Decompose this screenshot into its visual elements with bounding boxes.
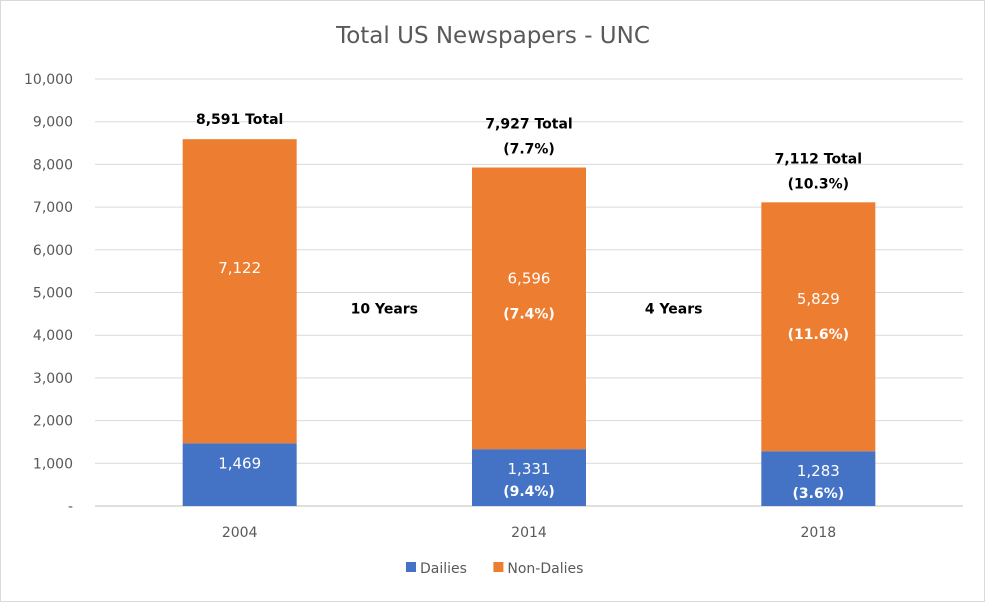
y-tick-label: 3,000 (33, 371, 73, 387)
y-tick-label: 1,000 (33, 456, 73, 472)
y-tick-label: 10,000 (24, 72, 73, 88)
y-tick-label: 4,000 (33, 328, 73, 344)
x-tick-label: 2004 (222, 525, 258, 541)
bars (182, 139, 876, 506)
annotation: 4 Years (645, 302, 703, 318)
data-label: 1,331 (508, 460, 551, 478)
bar-dailies-2014 (472, 449, 586, 506)
x-axis: 2004 2014 2018 (222, 525, 836, 541)
total-label: 8,591 Total (196, 112, 283, 128)
y-tick-label: 6,000 (33, 243, 73, 259)
y-tick-label: - (68, 499, 73, 515)
y-axis: - 1,000 2,000 3,000 4,000 5,000 6,000 7,000 8,00… (24, 72, 73, 515)
total-label: 7,112 Total (775, 151, 862, 167)
data-sublabel: (11.6%) (788, 327, 849, 343)
legend-swatch (406, 562, 416, 572)
total-sublabel: (7.7%) (503, 142, 555, 158)
y-tick-label: 7,000 (33, 200, 73, 216)
bar-dailies-2004 (182, 443, 297, 506)
x-tick-label: 2014 (511, 525, 547, 541)
data-sublabel: (3.6%) (793, 486, 845, 502)
data-label: 6,596 (508, 269, 551, 287)
chart-title: Total US Newspapers - UNC (335, 23, 650, 49)
legend-swatch (493, 562, 504, 572)
data-label: 1,283 (797, 462, 840, 480)
bar-non-dalies-2018 (761, 202, 876, 452)
y-tick-label: 9,000 (33, 115, 73, 131)
data-sublabel: (9.4%) (503, 484, 555, 500)
data-labels: 1,469 7,122 8,591 Total 1,331 (9.4%) 6,596 (7.… (196, 112, 862, 502)
data-label: 7,122 (218, 259, 261, 277)
bar-non-dalies-2004 (182, 139, 297, 444)
bar-non-dalies-2014 (472, 167, 586, 450)
bar-dailies-2018 (761, 451, 876, 506)
x-tick-label: 2018 (801, 525, 837, 541)
y-tick-label: 5,000 (33, 286, 73, 302)
data-label: 5,829 (797, 290, 840, 308)
legend: Dailies Non-Dalies (406, 561, 583, 577)
total-label: 7,927 Total (485, 117, 572, 133)
data-label: 1,469 (218, 454, 261, 472)
y-tick-label: 2,000 (33, 414, 73, 430)
data-sublabel: (7.4%) (503, 306, 555, 322)
y-tick-label: 8,000 (33, 157, 73, 173)
legend-label: Non-Dalies (507, 561, 583, 577)
legend-label: Dailies (420, 561, 467, 577)
total-sublabel: (10.3%) (788, 176, 849, 192)
annotation: 10 Years (351, 302, 418, 318)
